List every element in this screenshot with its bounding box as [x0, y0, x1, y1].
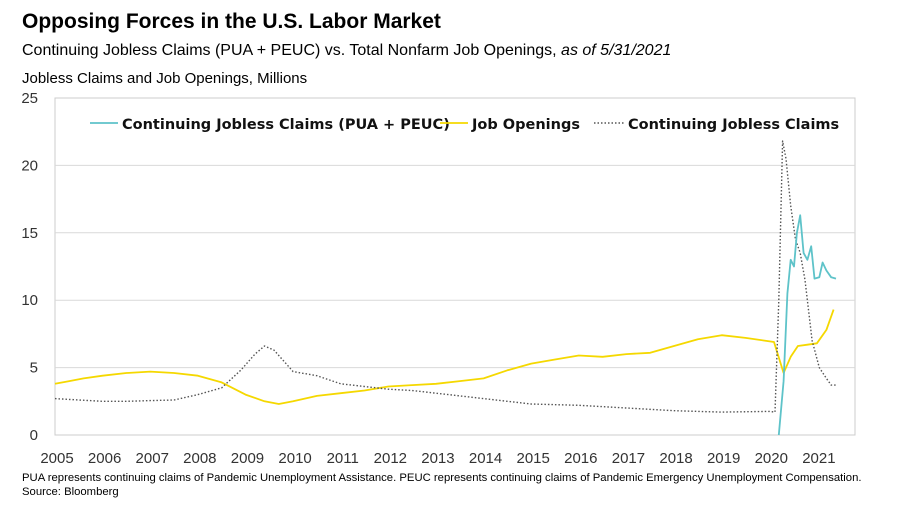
y-tick-label: 5: [30, 360, 38, 377]
x-tick-label: 2008: [183, 450, 216, 467]
x-tick-label: 2010: [278, 450, 311, 467]
x-tick-label: 2011: [327, 450, 359, 467]
source-note: Source: Bloomberg: [22, 485, 119, 498]
chart-title: Opposing Forces in the U.S. Labor Market: [22, 10, 441, 33]
x-tick-label: 2009: [231, 450, 264, 467]
x-tick-label: 2020: [755, 450, 788, 467]
series-line-0: [777, 214, 837, 436]
series-line-1: [54, 309, 835, 405]
plot-frame: [54, 97, 856, 436]
y-axis-caption: Jobless Claims and Job Openings, Million…: [22, 70, 308, 87]
y-tick-label: 15: [21, 225, 38, 242]
y-tick-label: 10: [21, 292, 38, 309]
x-tick-label: 2013: [421, 450, 454, 467]
x-tick-label: 2021: [802, 450, 835, 467]
x-tick-label: 2005: [40, 450, 73, 467]
y-tick-label: 25: [21, 90, 38, 107]
x-tick-label: 2015: [517, 450, 550, 467]
x-tick-label: 2007: [136, 450, 169, 467]
x-tick-label: 2016: [564, 450, 597, 467]
subtitle-text: Continuing Jobless Claims (PUA + PEUC) v…: [22, 42, 562, 59]
x-tick-label: 2017: [612, 450, 645, 467]
chart-subtitle: Continuing Jobless Claims (PUA + PEUC) v…: [22, 42, 671, 60]
legend-label: Continuing Jobless Claims: [628, 117, 839, 133]
x-tick-label: 2012: [374, 450, 407, 467]
series-line-2: [54, 140, 836, 413]
x-tick-label: 2006: [88, 450, 121, 467]
x-tick-label: 2018: [659, 450, 692, 467]
y-tick-label: 20: [21, 157, 38, 174]
footnotes: PUA represents continuing claims of Pand…: [22, 472, 902, 499]
subtitle-date: as of 5/31/2021: [561, 42, 672, 59]
x-tick-label: 2019: [707, 450, 740, 467]
line-chart: 0 5 10 15 20 25 2005 2006 2007 2008 2009 2010 2011 20…: [21, 90, 856, 467]
legend-label: Job Openings: [471, 117, 580, 133]
y-tick-label: 0: [30, 427, 38, 444]
legend-label: Continuing Jobless Claims (PUA + PEUC): [122, 117, 450, 133]
x-tick-label: 2014: [469, 450, 502, 467]
footnote-pua-peuc: PUA represents continuing claims of Pand…: [22, 472, 862, 484]
